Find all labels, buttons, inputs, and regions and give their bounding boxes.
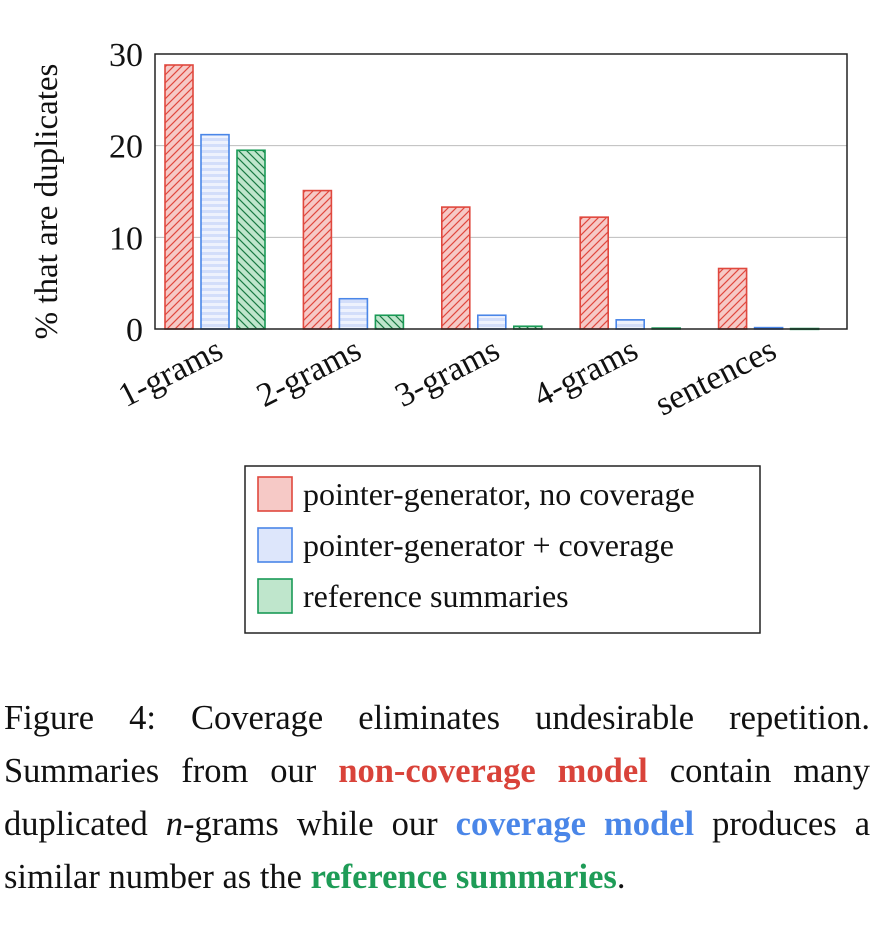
bar-2-grams-series-3 (374, 314, 405, 330)
legend: pointer-generator, no coverage pointer-ge… (244, 465, 761, 634)
caption-n: n (165, 805, 184, 843)
legend-swatch-1 (257, 476, 293, 512)
y-axis-label: % that are duplicates (29, 64, 65, 340)
caption-highlight-non-coverage: non-coverage model (338, 752, 648, 790)
caption-text-1: Coverage eliminates undesirable repetiti… (4, 699, 870, 790)
legend-swatch-2 (257, 527, 293, 563)
bar-4-grams-series-2 (615, 319, 646, 330)
legend-label-1: pointer-generator, no coverage (303, 476, 695, 512)
caption-text-4: produces a similar number as the (4, 805, 871, 896)
y-tick-label: 20 (109, 129, 143, 166)
bar-2-grams-series-2 (338, 297, 369, 330)
caption-highlight-coverage: coverage model (455, 805, 695, 843)
bar-1-grams-series-2 (200, 133, 230, 330)
legend-box (244, 465, 761, 634)
plot-area-frame (154, 53, 848, 330)
figure-caption: Figure 4: Coverage eliminates undesirabl… (4, 692, 870, 904)
bar-1-grams-series-1 (164, 64, 194, 330)
caption-figure-label: Figure 4: (4, 699, 156, 737)
bar-3-grams-series-1 (440, 206, 471, 330)
gridlines (155, 145, 847, 238)
bar-2-grams-series-1 (302, 189, 333, 330)
legend-swatch-3 (257, 578, 293, 614)
caption-highlight-reference: reference summaries (310, 858, 617, 896)
x-tick-label: 4-grams (528, 331, 644, 415)
caption-text-2: contain many duplicated (4, 752, 870, 843)
bars (164, 64, 820, 331)
caption-text-5: . (616, 858, 626, 896)
y-tick-label: 30 (109, 37, 143, 74)
legend-label-3: reference summaries (303, 578, 569, 614)
x-tick-label: 3-grams (389, 331, 505, 415)
bar-1-grams-series-3 (236, 149, 266, 330)
bar-4-grams-series-1 (579, 216, 610, 330)
bar-3-grams-series-2 (476, 314, 507, 330)
y-ticks: 0 10 20 30 (109, 37, 143, 349)
x-tick-label: 2-grams (251, 331, 367, 415)
bar-sentences-series-1 (717, 267, 748, 330)
y-tick-label: 0 (126, 312, 143, 349)
x-tick-label: sentences (649, 331, 782, 423)
legend-label-2: pointer-generator + coverage (303, 527, 674, 563)
x-tick-labels: 1-grams 2-grams 3-grams 4-grams sentences (113, 331, 783, 423)
caption-text-3: -grams while our (183, 805, 456, 843)
y-tick-label: 10 (109, 220, 143, 257)
